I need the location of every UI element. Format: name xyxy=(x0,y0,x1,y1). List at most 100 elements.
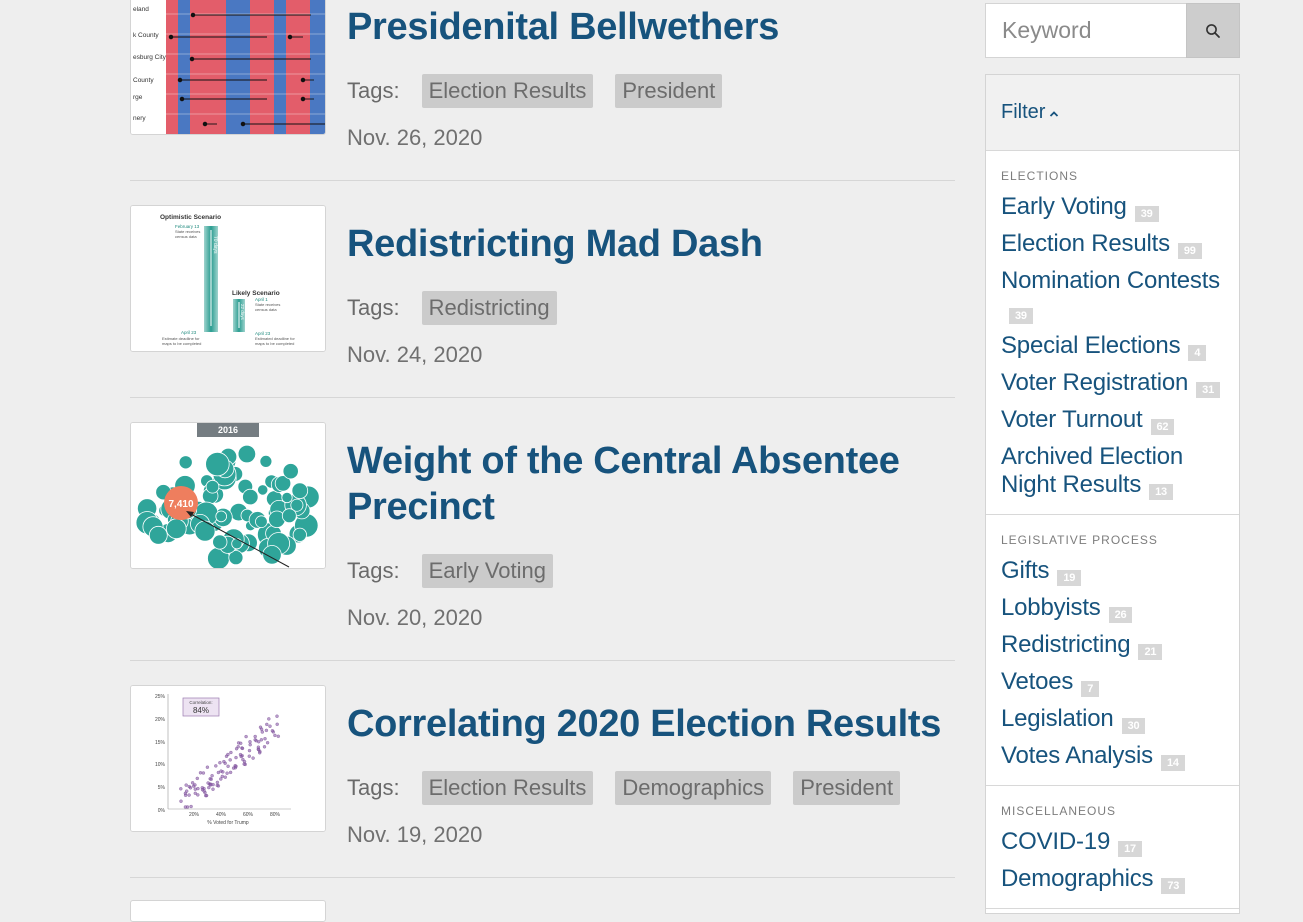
filter-item-count: 7 xyxy=(1081,681,1100,697)
filter-item-special-elections[interactable]: Special Elections 4 xyxy=(1001,328,1224,365)
scatter-point xyxy=(206,781,210,785)
tag-redistricting[interactable]: Redistricting xyxy=(421,291,557,325)
search-button[interactable] xyxy=(1186,3,1240,58)
article-title[interactable]: Weight of the Central Absentee Precinct xyxy=(347,440,900,528)
tag-president[interactable]: President xyxy=(793,771,901,805)
scatter-point xyxy=(258,751,262,755)
article-title[interactable]: Redistricting Mad Dash xyxy=(347,223,763,265)
scatter-point xyxy=(242,762,246,766)
filter-item-covid-19[interactable]: COVID-19 17 xyxy=(1001,824,1224,861)
bubble xyxy=(166,518,187,539)
filter-item-label: Gifts xyxy=(1001,557,1050,584)
tag-election-results[interactable]: Election Results xyxy=(421,74,594,108)
article-thumbnail[interactable]: Optimistic Scenario February 13 State re… xyxy=(130,205,326,352)
bubble xyxy=(262,545,282,565)
bubble xyxy=(215,510,227,523)
filter-item-count: 26 xyxy=(1108,607,1133,623)
scatter-point xyxy=(259,727,264,731)
scatter-point xyxy=(253,734,257,739)
filter-item-demographics[interactable]: Demographics 73 xyxy=(1001,861,1224,898)
svg-text:census data: census data xyxy=(175,234,197,239)
filter-item-nomination-contests[interactable]: Nomination Contests 39 xyxy=(1001,263,1224,328)
filter-item-archived-election-night-results[interactable]: Archived Election Night Results 13 xyxy=(1001,439,1224,504)
bubble xyxy=(281,508,297,524)
bubble xyxy=(194,520,216,542)
article-thumbnail[interactable] xyxy=(130,900,326,922)
article-title[interactable]: Presidenital Bellwethers xyxy=(347,6,780,48)
scatter-point xyxy=(184,783,188,787)
scatter-plot-thumbnail: 25% 20% 15% 10% 5% 0% 20% 40% 60% 80% % … xyxy=(131,686,325,831)
thumb-row-label: rge xyxy=(133,94,143,101)
scatter-point xyxy=(200,788,205,792)
filter-item-early-voting[interactable]: Early Voting 39 xyxy=(1001,189,1224,226)
scatter-point xyxy=(262,745,267,749)
tag-election-results[interactable]: Election Results xyxy=(421,771,594,805)
tag-president[interactable]: President xyxy=(615,74,723,108)
bellwether-chart-thumbnail: eland k County esburg City County rge ne… xyxy=(131,0,325,134)
article-date: Nov. 20, 2020 xyxy=(347,605,483,630)
bubble xyxy=(259,455,273,468)
filter-item-redistricting[interactable]: Redistricting 21 xyxy=(1001,627,1224,664)
redistricting-timeline-thumbnail: Optimistic Scenario February 13 State re… xyxy=(131,206,325,351)
scatter-point xyxy=(195,776,199,781)
filter-item-count: 39 xyxy=(1009,308,1033,324)
article-title[interactable]: Correlating 2020 Election Results xyxy=(347,703,942,745)
filter-item-election-results[interactable]: Election Results 99 xyxy=(1001,226,1224,263)
chevron-up-icon xyxy=(1050,110,1059,117)
scatter-point xyxy=(228,758,232,762)
svg-text:State receives: State receives xyxy=(255,302,280,307)
scatter-point xyxy=(273,733,277,738)
filter-item-votes-analysis[interactable]: Votes Analysis 14 xyxy=(1001,738,1224,775)
article-divider xyxy=(130,660,955,661)
article-tags: Tags: Election Results President xyxy=(347,73,744,109)
bubble xyxy=(212,534,228,550)
filter-item-label: Early Voting xyxy=(1001,193,1127,220)
filter-item-label: Voter Registration xyxy=(1001,369,1189,396)
scatter-point xyxy=(265,741,270,745)
article-thumbnail[interactable]: 25% 20% 15% 10% 5% 0% 20% 40% 60% 80% % … xyxy=(130,685,326,832)
filter-item-gifts[interactable]: Gifts 19 xyxy=(1001,553,1224,590)
filter-item-label: Votes Analysis xyxy=(1001,742,1153,769)
article-thumbnail[interactable]: eland k County esburg City County rge ne… xyxy=(130,0,326,135)
scatter-point xyxy=(215,780,220,785)
filter-item-label: Election Results xyxy=(1001,230,1170,257)
filter-item-label: Vetoes xyxy=(1001,668,1074,695)
scatter-point xyxy=(193,791,197,795)
filter-toggle[interactable]: Filter xyxy=(986,75,1239,151)
filter-item-lobbyists[interactable]: Lobbyists 26 xyxy=(1001,590,1224,627)
search-input[interactable] xyxy=(985,3,1186,58)
svg-text:20%: 20% xyxy=(189,812,200,818)
scatter-point xyxy=(214,764,218,768)
filter-item-voter-registration[interactable]: Voter Registration 31 xyxy=(1001,365,1224,402)
correlation-label: Correlation: xyxy=(189,700,212,705)
bubble xyxy=(237,444,257,464)
article-date: Nov. 24, 2020 xyxy=(347,342,483,367)
scatter-point xyxy=(185,789,189,793)
filter-item-label: Voter Turnout xyxy=(1001,406,1143,433)
scatter-point xyxy=(236,745,240,749)
filter-item-vetoes[interactable]: Vetoes 7 xyxy=(1001,664,1224,701)
filter-item-legislation[interactable]: Legislation 30 xyxy=(1001,701,1224,738)
scatter-point xyxy=(226,752,230,757)
scatter-point xyxy=(256,747,260,751)
bubble xyxy=(228,550,244,566)
svg-text:15%: 15% xyxy=(155,740,166,746)
filter-title: Filter xyxy=(1001,101,1046,123)
scatter-point xyxy=(247,754,251,758)
filter-item-voter-turnout[interactable]: Voter Turnout 62 xyxy=(1001,402,1224,439)
filter-item-count: 14 xyxy=(1160,755,1185,771)
scatter-point xyxy=(201,771,206,775)
scatter-point xyxy=(234,755,238,760)
article-divider xyxy=(130,877,955,878)
scatter-point xyxy=(244,734,248,739)
svg-text:10%: 10% xyxy=(155,762,166,768)
tags-label: Tags: xyxy=(347,558,400,583)
tag-early-voting[interactable]: Early Voting xyxy=(421,554,553,588)
article-date: Nov. 26, 2020 xyxy=(347,125,483,150)
tags-label: Tags: xyxy=(347,78,400,103)
filter-item-count: 21 xyxy=(1138,644,1163,660)
scatter-point xyxy=(187,793,191,797)
article-thumbnail[interactable]: 2016 7,410 xyxy=(130,422,326,569)
filter-item-count: 19 xyxy=(1057,570,1082,586)
tag-demographics[interactable]: Demographics xyxy=(615,771,772,805)
